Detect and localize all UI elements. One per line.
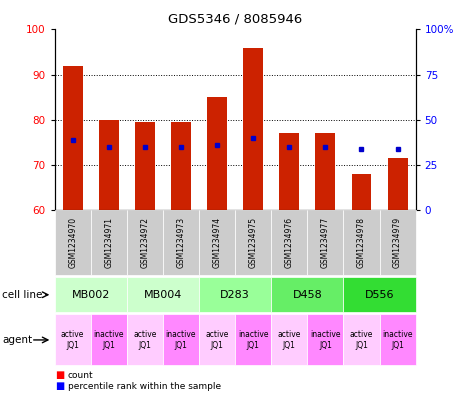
Text: active
JQ1: active JQ1 — [277, 330, 301, 350]
Text: percentile rank within the sample: percentile rank within the sample — [68, 382, 221, 391]
Bar — [243, 48, 263, 210]
Text: GSM1234979: GSM1234979 — [393, 217, 402, 268]
Bar — [315, 133, 335, 210]
Text: ■: ■ — [55, 370, 64, 380]
Bar — [352, 174, 371, 210]
Text: inactive
JQ1: inactive JQ1 — [166, 330, 196, 350]
Bar — [135, 122, 155, 210]
Text: MB004: MB004 — [144, 290, 182, 300]
Text: D556: D556 — [365, 290, 394, 300]
Text: GSM1234977: GSM1234977 — [321, 217, 330, 268]
Text: GSM1234976: GSM1234976 — [285, 217, 294, 268]
Bar — [171, 122, 191, 210]
Bar — [279, 133, 299, 210]
Text: GSM1234978: GSM1234978 — [357, 217, 366, 268]
Text: inactive
JQ1: inactive JQ1 — [238, 330, 268, 350]
Text: inactive
JQ1: inactive JQ1 — [382, 330, 413, 350]
Text: GSM1234975: GSM1234975 — [249, 217, 257, 268]
Text: GSM1234971: GSM1234971 — [104, 217, 113, 268]
Text: active
JQ1: active JQ1 — [61, 330, 85, 350]
Bar — [207, 97, 227, 210]
Bar — [63, 66, 83, 210]
Text: ■: ■ — [55, 381, 64, 391]
Text: inactive
JQ1: inactive JQ1 — [94, 330, 124, 350]
Text: GSM1234970: GSM1234970 — [68, 217, 77, 268]
Text: GSM1234973: GSM1234973 — [177, 217, 185, 268]
Text: MB002: MB002 — [72, 290, 110, 300]
Text: active
JQ1: active JQ1 — [350, 330, 373, 350]
Text: D458: D458 — [293, 290, 322, 300]
Text: active
JQ1: active JQ1 — [205, 330, 229, 350]
Text: count: count — [68, 371, 94, 380]
Text: GSM1234972: GSM1234972 — [141, 217, 149, 268]
Text: agent: agent — [2, 335, 32, 345]
Text: active
JQ1: active JQ1 — [133, 330, 157, 350]
Text: cell line: cell line — [2, 290, 43, 300]
Title: GDS5346 / 8085946: GDS5346 / 8085946 — [168, 13, 302, 26]
Bar — [99, 120, 119, 210]
Text: GSM1234974: GSM1234974 — [213, 217, 221, 268]
Text: inactive
JQ1: inactive JQ1 — [310, 330, 341, 350]
Bar — [388, 158, 408, 210]
Text: D283: D283 — [220, 290, 250, 300]
